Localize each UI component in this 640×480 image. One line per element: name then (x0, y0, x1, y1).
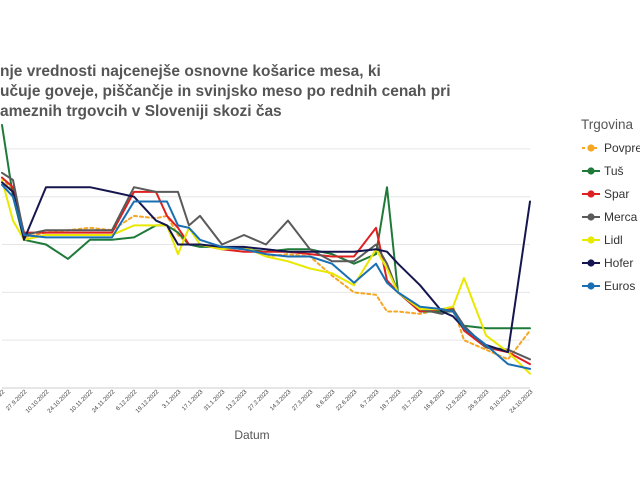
series-line-merca (1, 171, 531, 361)
legend-label: Povpre (604, 141, 640, 155)
x-tick-label: 22.6.2023 (335, 389, 359, 413)
series-line-hofer (1, 181, 531, 354)
x-axis-tick-labels: 13.9.202227.9.202210.10.202224.10.202210… (0, 389, 535, 415)
chart-title: nje vrednosti najcenejše osnovne košaric… (0, 63, 451, 120)
x-tick-label: 26.9.2023 (467, 389, 491, 413)
legend-item: Merca (582, 210, 638, 224)
series-line-euros (1, 183, 531, 370)
legend-item: Hofer (582, 256, 633, 270)
x-tick-label: 6.7.2023 (360, 389, 381, 410)
x-tick-label: 12.9.2023 (445, 389, 469, 413)
x-tick-label: 31.7.2023 (401, 389, 425, 413)
legend-swatch-marker (587, 167, 595, 175)
series-line-tu- (1, 124, 531, 330)
legend-item: Tuš (582, 164, 624, 178)
legend-swatch-marker (587, 282, 595, 290)
x-tick-label: 27.2.2023 (247, 389, 271, 413)
legend-item: Spar (582, 187, 629, 201)
x-tick-label: 24.11.2022 (91, 389, 117, 415)
x-axis-title: Datum (234, 428, 269, 442)
legend-label: Merca (604, 210, 638, 224)
legend-label: Hofer (604, 256, 633, 270)
x-tick-label: 13.2.2023 (225, 389, 249, 413)
legend-swatch-marker (587, 236, 595, 244)
legend-item: Povpre (582, 141, 640, 155)
legend-label: Tuš (604, 164, 624, 178)
legend-items: Povpre Tuš Spar Merca Lidl Hofer Euros (582, 141, 640, 293)
legend-swatch-marker (587, 213, 595, 221)
gridlines (2, 148, 530, 389)
x-tick-label: 24.10.2023 (509, 389, 535, 415)
legend-label: Spar (604, 187, 629, 201)
x-tick-label: 19.12.2022 (135, 389, 161, 415)
legend-item: Lidl (582, 233, 623, 247)
x-tick-label: 18.7.2023 (379, 389, 403, 413)
x-tick-label: 17.1.2023 (181, 389, 205, 413)
chart-title-line-1: nje vrednosti najcenejše osnovne košaric… (0, 63, 381, 80)
legend-item: Euros (582, 279, 635, 293)
x-tick-label: 3.1.2023 (162, 389, 183, 410)
legend-swatch-marker (587, 190, 595, 198)
legend-swatch-marker (587, 144, 595, 152)
x-tick-label: 27.3.2023 (291, 389, 315, 413)
x-tick-label: 14.3.2023 (269, 389, 293, 413)
series-line-lidl (1, 179, 531, 375)
legend: Trgovina Povpre Tuš Spar Merca Lidl Hofer Euro… (581, 117, 640, 293)
series-line-spar (1, 176, 531, 366)
legend-swatch-marker (587, 259, 595, 267)
legend-label: Euros (604, 279, 635, 293)
x-tick-label: 31.1.2023 (203, 389, 227, 413)
chart-title-line-3: ameznih trgovcih v Sloveniji skozi čas (0, 103, 282, 120)
series-lines (1, 124, 531, 375)
chart-title-line-2: učuje goveje, piščančje in svinjsko meso… (0, 83, 451, 100)
series-line-povpre (1, 176, 531, 361)
legend-title: Trgovina (581, 117, 634, 132)
x-tick-label: 6.6.2023 (316, 389, 337, 410)
legend-label: Lidl (604, 233, 623, 247)
x-tick-label: 16.8.2023 (423, 389, 447, 413)
